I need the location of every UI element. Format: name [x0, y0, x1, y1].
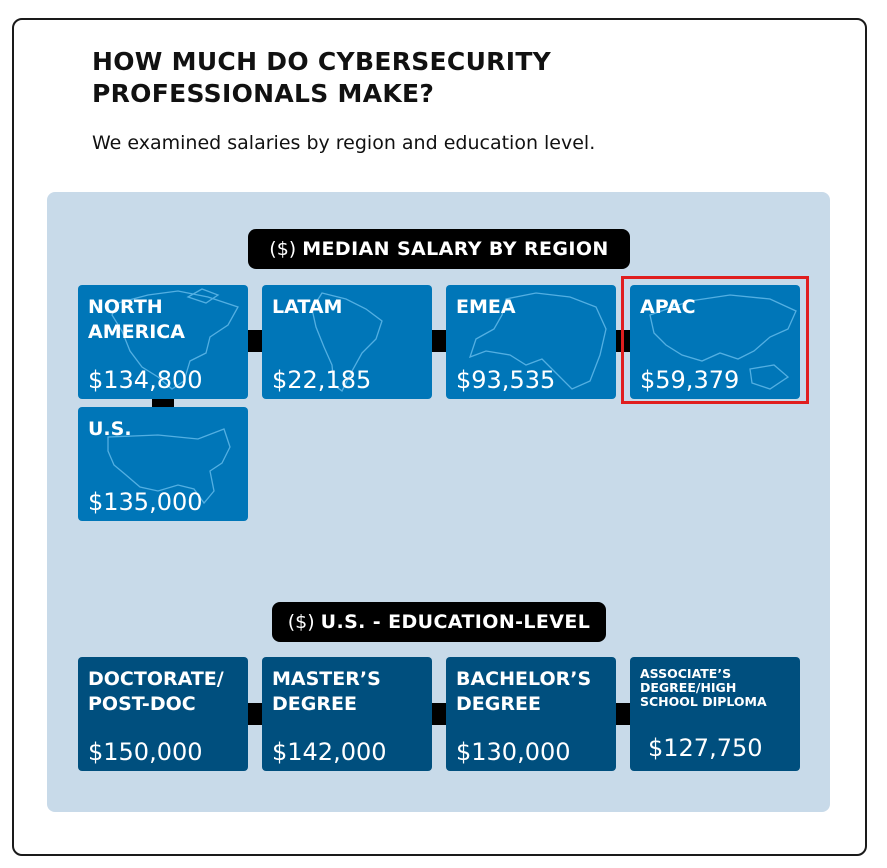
- education-name: MASTER’S DEGREE: [272, 668, 381, 715]
- region-name: EMEA: [456, 296, 516, 318]
- region-tile-emea: EMEA $93,535: [446, 285, 616, 399]
- connector-na-us: [152, 398, 174, 407]
- education-title-label: U.S. - EDUCATION-LEVEL: [320, 611, 591, 633]
- asia-pacific-map-icon: [649, 294, 797, 390]
- education-tile-bachelors: BACHELOR’S DEGREE $130,000: [446, 657, 616, 771]
- connector-latam-emea: [432, 330, 446, 352]
- apac-highlight-box: [621, 276, 809, 404]
- education-value: $142,000: [272, 738, 387, 766]
- region-value: $93,535: [456, 366, 556, 394]
- connector-doc-masters: [248, 703, 262, 725]
- education-tile-associates: ASSOCIATE’S DEGREE/HIGH SCHOOL DIPLOMA $12…: [630, 657, 800, 771]
- education-value: $150,000: [88, 738, 203, 766]
- europe-africa-map-icon: [468, 292, 607, 390]
- connector-na-latam: [248, 330, 262, 352]
- education-name: BACHELOR’S DEGREE: [456, 668, 592, 715]
- page-subtitle: We examined salaries by region and educa…: [92, 132, 596, 154]
- region-name: U.S.: [88, 418, 132, 440]
- connector-bachelors-associates: [616, 703, 630, 725]
- region-tile-latam: LATAM $22,185: [262, 285, 432, 399]
- education-name: DOCTORATE/POST-DOC: [88, 668, 224, 715]
- region-value: $22,185: [272, 366, 372, 394]
- page-title: HOW MUCH DO CYBERSECURITY PROFESSIONALS …: [92, 47, 552, 108]
- education-value: $127,750: [648, 734, 763, 762]
- region-title-unit: ($): [269, 238, 297, 260]
- usa-map-icon: [107, 428, 231, 505]
- education-value: $130,000: [456, 738, 571, 766]
- region-tile-north-america: NORTH AMERICA $134,800: [78, 285, 248, 399]
- region-value: $135,000: [88, 488, 203, 516]
- education-tile-doctorate: DOCTORATE/POST-DOC $150,000: [78, 657, 248, 771]
- region-title-label: MEDIAN SALARY BY REGION: [302, 238, 609, 260]
- region-value: $59,379: [640, 366, 740, 394]
- north-america-map-icon: [111, 288, 239, 390]
- region-name: NORTH AMERICA: [88, 296, 185, 343]
- region-name: LATAM: [272, 296, 343, 318]
- region-section-title: ($) MEDIAN SALARY BY REGION: [248, 229, 630, 269]
- connector-masters-bachelors: [432, 703, 446, 725]
- education-section-title: ($) U.S. - EDUCATION-LEVEL: [272, 602, 606, 642]
- education-title-unit: ($): [287, 611, 315, 633]
- education-tile-masters: MASTER’S DEGREE $142,000: [262, 657, 432, 771]
- education-name: ASSOCIATE’S DEGREE/HIGH SCHOOL DIPLOMA: [640, 666, 767, 709]
- region-name: APAC: [640, 296, 696, 318]
- region-tile-apac: APAC $59,379: [630, 285, 800, 399]
- region-value: $134,800: [88, 366, 203, 394]
- south-america-map-icon: [311, 292, 383, 392]
- region-tile-us: U.S. $135,000: [78, 407, 248, 521]
